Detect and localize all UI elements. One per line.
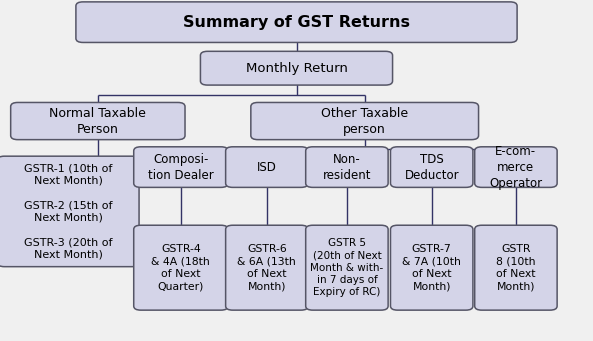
Text: TDS
Deductor: TDS Deductor bbox=[404, 152, 459, 182]
Text: GSTR 5
(20th of Next
Month & with-
in 7 days of
Expiry of RC): GSTR 5 (20th of Next Month & with- in 7 … bbox=[310, 238, 384, 297]
FancyBboxPatch shape bbox=[200, 51, 393, 85]
Text: Summary of GST Returns: Summary of GST Returns bbox=[183, 15, 410, 30]
FancyBboxPatch shape bbox=[474, 147, 557, 188]
Text: E-com-
merce
Operator: E-com- merce Operator bbox=[489, 145, 543, 190]
Text: Composi-
tion Dealer: Composi- tion Dealer bbox=[148, 152, 213, 182]
FancyBboxPatch shape bbox=[225, 225, 308, 310]
Text: Other Taxable
person: Other Taxable person bbox=[321, 106, 408, 136]
FancyBboxPatch shape bbox=[306, 225, 388, 310]
FancyBboxPatch shape bbox=[133, 225, 228, 310]
Text: GSTR-7
& 7A (10th
of Next
Month): GSTR-7 & 7A (10th of Next Month) bbox=[402, 244, 461, 291]
FancyBboxPatch shape bbox=[225, 147, 308, 188]
Text: GSTR-1 (10th of
Next Month)

GSTR-2 (15th of
Next Month)

GSTR-3 (20th of
Next M: GSTR-1 (10th of Next Month) GSTR-2 (15th… bbox=[24, 163, 113, 260]
Text: GSTR
8 (10th
of Next
Month): GSTR 8 (10th of Next Month) bbox=[496, 244, 535, 291]
FancyBboxPatch shape bbox=[474, 225, 557, 310]
FancyBboxPatch shape bbox=[0, 156, 139, 267]
Text: Non-
resident: Non- resident bbox=[323, 152, 371, 182]
FancyBboxPatch shape bbox=[251, 102, 479, 140]
FancyBboxPatch shape bbox=[76, 2, 517, 42]
Text: ISD: ISD bbox=[257, 161, 277, 174]
Text: Monthly Return: Monthly Return bbox=[246, 62, 347, 75]
FancyBboxPatch shape bbox=[390, 225, 473, 310]
Text: GSTR-4
& 4A (18th
of Next
Quarter): GSTR-4 & 4A (18th of Next Quarter) bbox=[151, 244, 211, 291]
Text: Normal Taxable
Person: Normal Taxable Person bbox=[49, 106, 146, 136]
FancyBboxPatch shape bbox=[11, 102, 185, 140]
FancyBboxPatch shape bbox=[390, 147, 473, 188]
FancyBboxPatch shape bbox=[133, 147, 228, 188]
Text: GSTR-6
& 6A (13th
of Next
Month): GSTR-6 & 6A (13th of Next Month) bbox=[237, 244, 296, 291]
FancyBboxPatch shape bbox=[306, 147, 388, 188]
